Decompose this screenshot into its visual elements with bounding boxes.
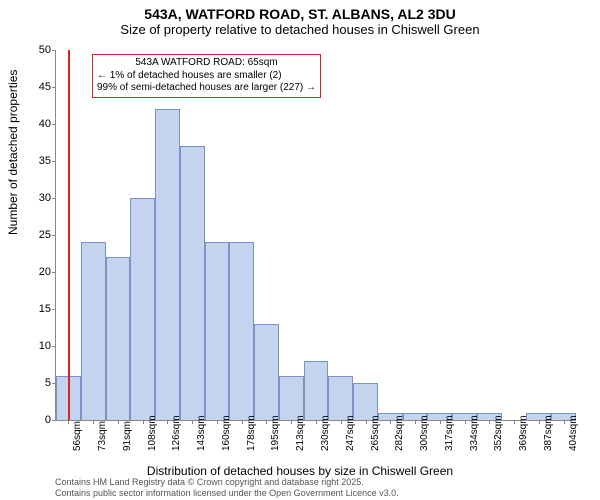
x-tick-label: 160sqm [221,415,232,451]
x-tick-label: 247sqm [345,415,356,451]
y-tick-mark [52,309,56,310]
x-tick-mark [415,420,416,424]
x-axis-label: Distribution of detached houses by size … [0,464,600,478]
x-tick-mark [167,420,168,424]
x-tick-label: 334sqm [469,415,480,451]
histogram-bar [279,376,304,420]
x-tick-label: 300sqm [419,415,430,451]
x-tick-mark [539,420,540,424]
x-tick-label: 230sqm [320,415,331,451]
y-tick-mark [52,272,56,273]
y-tick-label: 15 [26,303,51,315]
x-tick-mark [564,420,565,424]
property-info-box: 543A WATFORD ROAD: 65sqm← 1% of detached… [92,54,321,98]
x-tick-mark [217,420,218,424]
y-tick-mark [52,346,56,347]
x-tick-mark [93,420,94,424]
x-tick-mark [390,420,391,424]
x-tick-label: 352sqm [493,415,504,451]
x-tick-mark [489,420,490,424]
x-tick-mark [192,420,193,424]
attribution-line2: Contains public sector information licen… [55,488,399,498]
x-tick-label: 282sqm [394,415,405,451]
y-tick-label: 10 [26,340,51,352]
x-tick-label: 317sqm [444,415,455,451]
x-tick-label: 108sqm [147,415,158,451]
x-tick-label: 265sqm [370,415,381,451]
y-tick-mark [52,50,56,51]
y-tick-label: 5 [26,377,51,389]
histogram-bar [304,361,329,420]
y-tick-mark [52,198,56,199]
y-tick-label: 40 [26,118,51,130]
chart-area: 0510152025303540455056sqm73sqm91sqm108sq… [55,50,575,420]
histogram-bar [180,146,205,420]
x-tick-mark [341,420,342,424]
info-box-line: 99% of semi-detached houses are larger (… [97,82,316,95]
y-tick-mark [52,420,56,421]
y-tick-label: 35 [26,155,51,167]
y-tick-label: 0 [26,414,51,426]
x-tick-mark [316,420,317,424]
y-tick-mark [52,87,56,88]
histogram-bar [155,109,180,420]
x-tick-mark [291,420,292,424]
x-tick-label: 387sqm [543,415,554,451]
histogram-bar [328,376,353,420]
histogram-bar [106,257,131,420]
y-tick-mark [52,235,56,236]
x-tick-label: 126sqm [171,415,182,451]
x-tick-label: 56sqm [72,421,83,451]
x-tick-mark [266,420,267,424]
y-tick-label: 50 [26,44,51,56]
x-tick-label: 91sqm [122,421,133,451]
x-tick-label: 195sqm [270,415,281,451]
histogram-bar [130,198,155,420]
x-tick-mark [242,420,243,424]
y-axis-label: Number of detached properties [6,70,20,235]
attribution-line1: Contains HM Land Registry data © Crown c… [55,477,399,487]
x-tick-mark [143,420,144,424]
info-box-line: ← 1% of detached houses are smaller (2) [97,70,316,83]
attribution-text: Contains HM Land Registry data © Crown c… [55,477,399,498]
histogram-bar [81,242,106,420]
chart-title-subtitle: Size of property relative to detached ho… [0,22,600,41]
x-tick-label: 404sqm [568,415,579,451]
property-marker-line [68,50,70,420]
x-tick-mark [514,420,515,424]
info-box-line: 543A WATFORD ROAD: 65sqm [97,57,316,70]
y-tick-label: 20 [26,266,51,278]
x-tick-label: 213sqm [295,415,306,451]
y-tick-mark [52,161,56,162]
x-tick-mark [118,420,119,424]
x-tick-mark [465,420,466,424]
x-tick-mark [68,420,69,424]
histogram-bar [229,242,254,420]
histogram-bar [254,324,279,420]
y-tick-label: 30 [26,192,51,204]
plot-area: 0510152025303540455056sqm73sqm91sqm108sq… [55,50,576,421]
x-tick-label: 369sqm [518,415,529,451]
x-tick-mark [440,420,441,424]
x-tick-label: 73sqm [97,421,108,451]
chart-title-address: 543A, WATFORD ROAD, ST. ALBANS, AL2 3DU [0,0,600,22]
y-tick-mark [52,124,56,125]
chart-container: 543A, WATFORD ROAD, ST. ALBANS, AL2 3DU … [0,0,600,500]
y-tick-label: 45 [26,81,51,93]
y-tick-label: 25 [26,229,51,241]
x-tick-mark [366,420,367,424]
x-tick-label: 178sqm [246,415,257,451]
x-tick-label: 143sqm [196,415,207,451]
histogram-bar [205,242,230,420]
